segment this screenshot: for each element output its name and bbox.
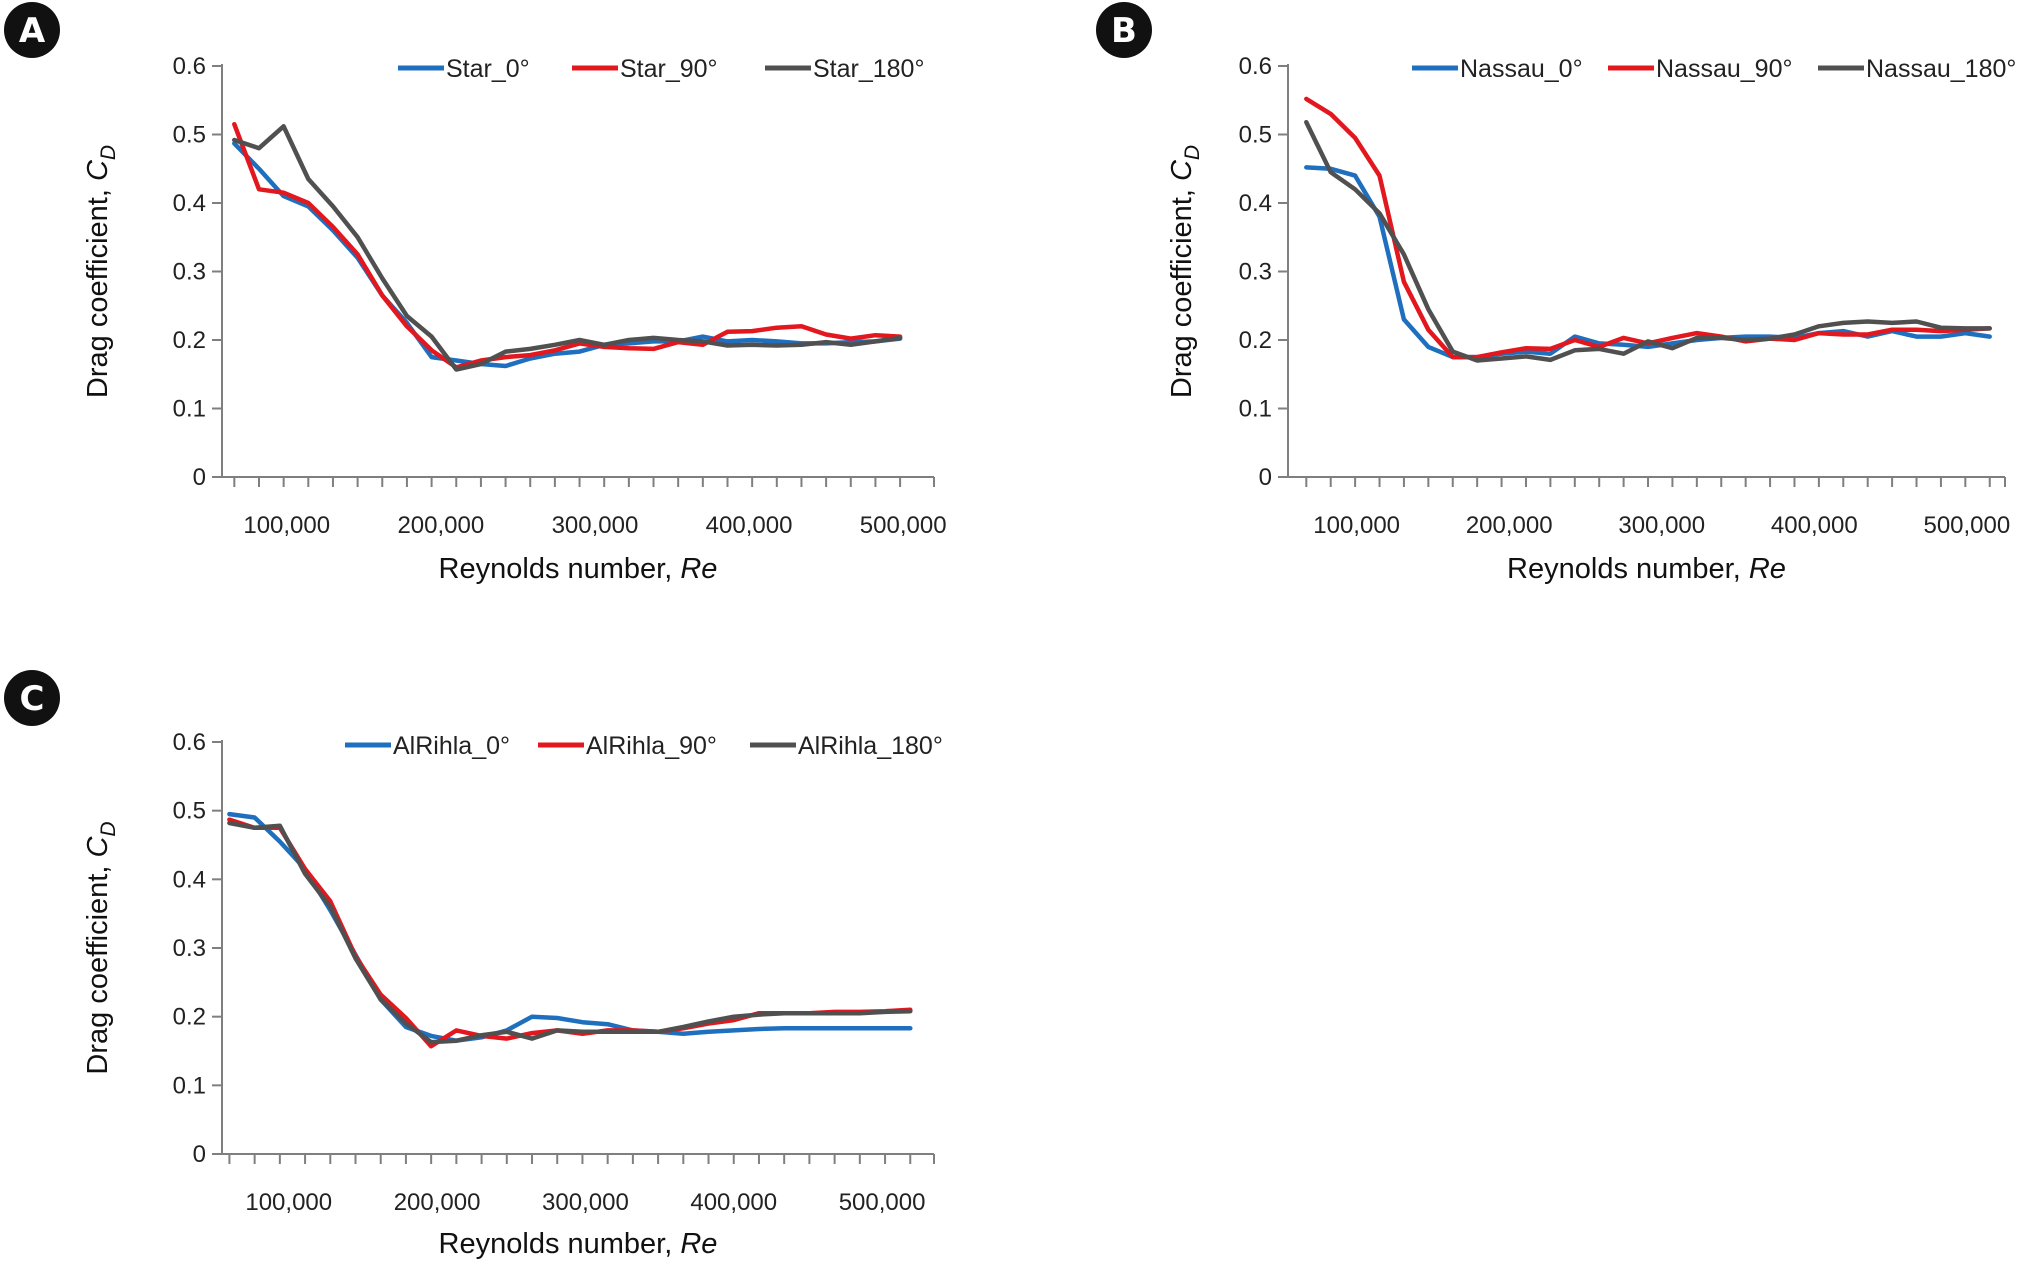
x-tick-label: 100,000 (1313, 512, 1400, 539)
x-tick-label: 200,000 (1466, 512, 1553, 539)
x-axis-title: Reynolds number, Re (1507, 553, 1786, 585)
x-axis-title: Reynolds number, Re (439, 1228, 718, 1260)
panel-badge (1096, 2, 1152, 58)
legend-label: AlRihla_0° (393, 732, 510, 760)
y-tick-label: 0.1 (1239, 396, 1272, 423)
panel-letter: A (19, 11, 46, 51)
panel-letter: C (20, 679, 45, 719)
series-line-3 (1304, 119, 1992, 363)
y-tick-label: 0.3 (173, 935, 206, 962)
y-tick-label: 0.5 (173, 122, 206, 149)
y-tick-label: 0.1 (173, 1072, 206, 1099)
chart-panel-c: C 0 0.1 0.2 0.3 0.4 0.5 0.6 100,000 200,000 300,00… (4, 670, 943, 1260)
x-tick-label: 500,000 (839, 1189, 926, 1216)
y-tick-label: 0.6 (1239, 53, 1272, 80)
y-tick-label: 0 (193, 1141, 206, 1168)
y-tick-label: 0 (193, 464, 206, 491)
y-tick-label: 0.5 (173, 798, 206, 825)
x-tick-label: 100,000 (243, 512, 330, 539)
series-line-1 (232, 141, 903, 369)
y-axis-title: Drag coefficient, CD (1166, 145, 1204, 398)
y-tick-label: 0.6 (173, 53, 206, 80)
y-axis-title: Drag coefficient, CD (82, 145, 120, 398)
y-tick-label: 0.4 (1239, 190, 1272, 217)
y-tick-label: 0.5 (1239, 122, 1272, 149)
x-tick-label: 500,000 (860, 512, 947, 539)
panel-badge (4, 670, 60, 726)
x-tick-label: 200,000 (394, 1189, 481, 1216)
x-tick-label: 200,000 (397, 512, 484, 539)
y-tick-label: 0 (1259, 464, 1272, 491)
x-tick-label: 300,000 (552, 512, 639, 539)
x-tick-label: 300,000 (1618, 512, 1705, 539)
y-tick-label: 0.2 (173, 1004, 206, 1031)
legend-label: Star_90° (620, 55, 718, 83)
y-tick-label: 0.3 (1239, 259, 1272, 286)
y-tick-label: 0.4 (173, 866, 206, 893)
legend-label: Nassau_0° (1460, 55, 1583, 83)
legend-label: AlRihla_90° (586, 732, 717, 760)
series-line-2 (1304, 96, 1992, 360)
x-tick-label: 500,000 (1923, 512, 2010, 539)
y-tick-label: 0.1 (173, 396, 206, 423)
series-line-3 (232, 124, 903, 372)
series-line-2 (232, 121, 903, 370)
legend-label: Nassau_180° (1866, 55, 2016, 83)
y-tick-label: 0.3 (173, 259, 206, 286)
series-line-1 (227, 811, 913, 1043)
panel-badge (4, 2, 60, 58)
x-tick-label: 400,000 (706, 512, 793, 539)
x-tick-label: 100,000 (245, 1189, 332, 1216)
x-tick-label: 400,000 (1771, 512, 1858, 539)
legend-label: Nassau_90° (1656, 55, 1792, 83)
x-tick-label: 400,000 (690, 1189, 777, 1216)
y-tick-label: 0.6 (173, 729, 206, 756)
chart-panel-b: B 0 0.1 0.2 0.3 0.4 0.5 0.6 100,000 200,000 300,00… (1096, 2, 2016, 585)
panel-letter: B (1111, 11, 1137, 51)
legend-label: AlRihla_180° (798, 732, 943, 760)
y-tick-label: 0.2 (173, 327, 206, 354)
series-line-3 (227, 820, 913, 1045)
chart-panel-a: A 0 0.1 0.2 0.3 0.4 0.5 0.6 100,000 200,000 300,00… (4, 2, 947, 585)
y-tick-label: 0.4 (173, 190, 206, 217)
legend-label: Star_180° (813, 55, 924, 83)
y-axis-title: Drag coefficient, CD (82, 821, 120, 1074)
y-tick-label: 0.2 (1239, 327, 1272, 354)
x-axis-title: Reynolds number, Re (439, 553, 718, 585)
legend-label: Star_0° (446, 55, 530, 83)
x-tick-label: 300,000 (542, 1189, 629, 1216)
